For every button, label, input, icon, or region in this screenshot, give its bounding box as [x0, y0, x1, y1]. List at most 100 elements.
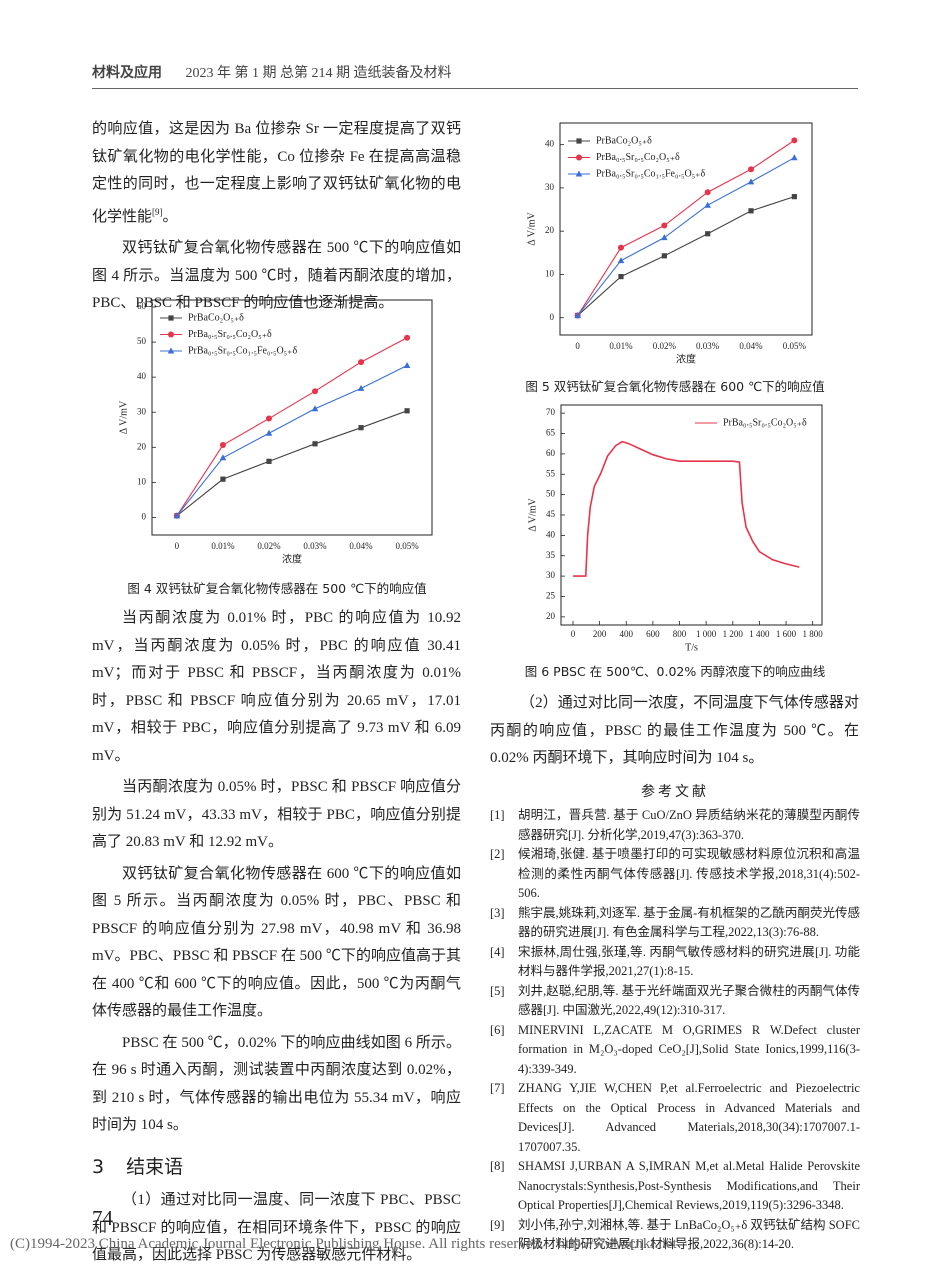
marker [167, 347, 175, 354]
y-tick-label: 20 [545, 225, 555, 235]
x-tick-label: 1 000 [696, 629, 717, 639]
reference-text: SHAMSI J,URBAN A S,IMRAN M,et al.Metal H… [518, 1159, 860, 1212]
y-tick-label: 50 [546, 489, 556, 499]
marker [265, 415, 272, 422]
reference-text: 刘小伟,孙宁,刘湘林,等. 基于 LnBaCo₂O₅₊δ 双钙钛矿结构 SOFC… [518, 1217, 860, 1252]
references-title: 参考文献 [641, 784, 709, 800]
reference-text: 熊宇晨,姚珠莉,刘逐军. 基于金属-有机框架的乙酰丙酮荧光传感器的研究进展[J]… [518, 905, 860, 940]
chart: 0 200 400 600 800 1 000 1 200 1 400 1 600 1 800 20… [527, 404, 824, 653]
x-tick-label: 1 600 [776, 629, 797, 639]
x-tick-label: 0 [571, 629, 576, 639]
plot-frame [559, 122, 813, 336]
marker [748, 166, 755, 173]
legend-label: PrBa₀.₅Sr₀.₅Co₁.₅Fe₀.₅O₅₊δ [188, 345, 297, 356]
marker [404, 334, 411, 341]
paragraph: 双钙钛矿复合氧化物传感器在 500 ℃下的响应值如图 4 所示。当温度为 500… [92, 240, 461, 311]
reference-number: [9] [490, 1217, 505, 1232]
paragraph: 当丙酮浓度为 0.05% 时，PBSC 和 PBSCF 响应值分别为 51.24… [92, 779, 461, 850]
marker [311, 405, 319, 412]
footer: (C)1994-2023 China Academic Journal Elec… [10, 1236, 677, 1253]
citation: [9] [152, 206, 163, 217]
y-tick-label: 70 [546, 407, 556, 417]
marker [168, 315, 174, 321]
reference-number: [8] [490, 1159, 505, 1173]
x-tick-label: 1 800 [803, 629, 824, 639]
y-tick-label: 60 [137, 301, 147, 311]
x-tick-label: 0 [575, 341, 580, 351]
y-tick-label: 25 [546, 591, 556, 601]
series-line [572, 440, 800, 577]
y-tick-label: 30 [545, 182, 555, 192]
y-axis-label: Δ V/mV [526, 212, 537, 246]
marker [220, 476, 226, 482]
marker [704, 201, 711, 208]
running-header: 材料及应用 2023 年 第 1 期 总第 214 期 造纸装备及材料 [92, 62, 452, 82]
y-tick-label: 30 [137, 406, 147, 416]
y-axis-label: Δ V/mV [527, 498, 538, 532]
journal-name: 材料及应用 [92, 66, 162, 81]
marker [403, 361, 411, 368]
y-tick-label: 65 [546, 428, 556, 438]
marker [173, 512, 181, 519]
y-tick-label: 40 [545, 139, 555, 149]
legend-label: PrBa₀.₅Sr₀.₅Co₂O₅₊δ [723, 417, 807, 428]
legend-label: PrBa₀.₅Sr₀.₅Co₁.₅Fe₀.₅O₅₊δ [596, 168, 705, 179]
marker [661, 234, 668, 241]
footer-url: http://www.cnki.net [557, 1236, 677, 1252]
figure-caption: 图 6 PBSC 在 500℃、0.02% 丙醇浓度下的响应曲线 [524, 664, 826, 679]
x-axis-label: 浓度 [282, 552, 302, 565]
x-tick-label: 1 400 [749, 629, 770, 639]
reference-number: [2] [490, 847, 505, 861]
y-tick-label: 35 [546, 550, 556, 560]
legend-label: PrBaCo₂O₅₊δ [596, 135, 652, 146]
y-tick-label: 20 [546, 611, 556, 621]
reference-number: [7] [490, 1081, 505, 1095]
reference-number: [5] [490, 983, 505, 998]
reference: [3] 熊宇晨,姚珠莉,刘逐军. 基于金属-有机框架的乙酰丙酮荧光传感器的研究进展… [490, 904, 860, 943]
legend-label: PrBaCo₂O₅₊δ [188, 312, 244, 323]
figure-caption: 图 4 双钙钛矿复合氧化物传感器在 500 ℃下的响应值 [127, 581, 427, 596]
marker [704, 189, 711, 196]
x-tick-label: 0 [175, 541, 180, 551]
section-heading: 3 结束语 [92, 1154, 461, 1182]
x-tick-label: 600 [646, 629, 660, 639]
x-tick-label: 0.04% [739, 341, 763, 351]
reference: [2] 候湘琦,张健. 基于喷墨打印的可实现敏感材料原位沉积和高温检测的柔性丙酮气… [490, 845, 860, 904]
series-line [176, 337, 408, 517]
reference-list: [1] 胡明江，晋兵营. 基于 CuO/ZnO 异质结纳米花的薄膜型丙酮传感器研究… [490, 806, 860, 1255]
y-tick-label: 40 [546, 529, 556, 539]
reference-number: [6] [490, 1022, 505, 1037]
x-tick-label: 0.01% [211, 541, 235, 551]
reference-text: ZHANG Y,JIE W,CHEN P,et al.Ferroelectric… [518, 1081, 860, 1154]
reference-text: 候湘琦,张健. 基于喷墨打印的可实现敏感材料原位沉积和高温检测的柔性丙酮气体传感… [518, 847, 860, 900]
marker [617, 257, 625, 264]
reference: [1] 胡明江，晋兵营. 基于 CuO/ZnO 异质结纳米花的薄膜型丙酮传感器研究… [490, 806, 860, 845]
y-tick-label: 60 [546, 448, 556, 458]
section-title: 结束语 [126, 1155, 184, 1178]
left-text-bottom: 当丙酮浓度为 0.01% 时，PBC 的响应值为 10.92 mV，当丙酮浓度为… [92, 605, 461, 1270]
paragraph: （2）通过对比同一浓度，不同温度下气体传感器对丙酮的响应值，PBSC 的最佳工作… [490, 695, 859, 766]
right-text: （2）通过对比同一浓度，不同温度下气体传感器对丙酮的响应值，PBSC 的最佳工作… [490, 690, 859, 773]
series-line [577, 196, 795, 316]
x-axis-label: 浓度 [676, 352, 696, 365]
y-tick-label: 45 [546, 509, 556, 519]
y-tick-label: 40 [137, 371, 147, 381]
figure-caption: 图 5 双钙钛矿复合氧化物传感器在 600 ℃下的响应值 [525, 379, 825, 394]
plot-frame [151, 299, 433, 536]
legend-label: PrBa₀.₅Sr₀.₅Co₂O₅₊δ [188, 329, 272, 340]
x-tick-label: 200 [593, 629, 607, 639]
text: 的响应值，这是因为 Ba 位掺杂 Sr 一定程度提高了双钙钛矿氧化物的电化学性能… [92, 121, 461, 225]
y-tick-label: 20 [137, 441, 147, 451]
marker [312, 441, 318, 447]
reference-text: 胡明江，晋兵营. 基于 CuO/ZnO 异质结纳米花的薄膜型丙酮传感器研究[J]… [518, 808, 860, 842]
y-tick-label: 0 [142, 512, 147, 522]
plot-frame [560, 404, 823, 626]
marker [747, 178, 755, 185]
reference-text: 刘井,赵聪,纪朋,等. 基于光纤端面双光子聚合微柱的丙酮气体传感器[J]. 中国… [518, 983, 860, 1018]
issue-info: 2023 年 第 1 期 总第 214 期 造纸装备及材料 [185, 66, 452, 81]
text: 。 [162, 208, 178, 225]
reference: [5] 刘井,赵聪,纪朋,等. 基于光纤端面双光子聚合微柱的丙酮气体传感器[J].… [490, 982, 860, 1021]
y-tick-label: 30 [546, 570, 556, 580]
marker [576, 138, 582, 144]
